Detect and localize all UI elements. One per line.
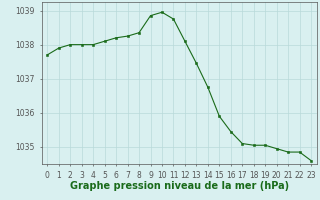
X-axis label: Graphe pression niveau de la mer (hPa): Graphe pression niveau de la mer (hPa): [70, 181, 289, 191]
